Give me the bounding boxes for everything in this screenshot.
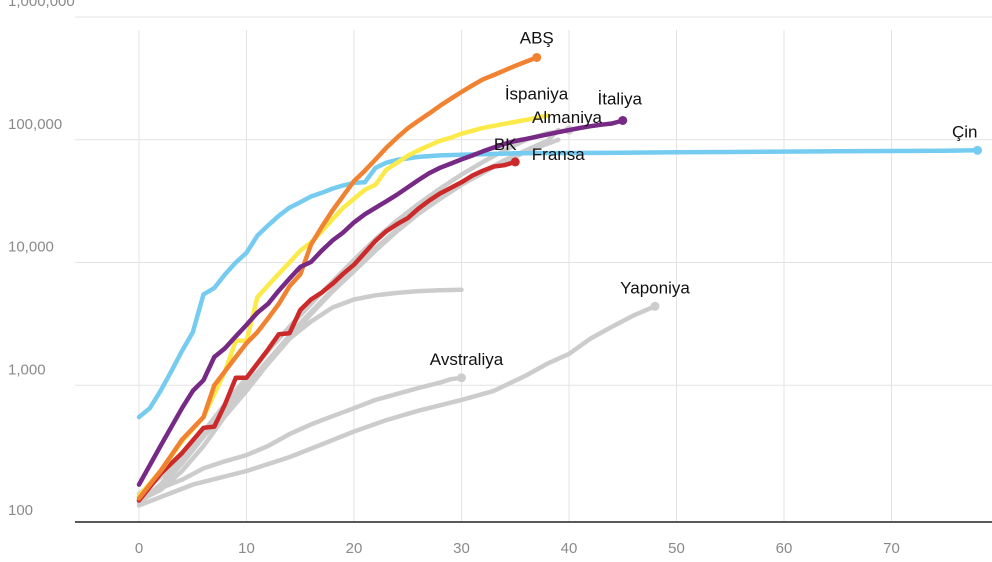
series-end-point-avstraliya [457,373,466,383]
series-line-bk [136,159,518,503]
series-label-abs: ABŞ [520,28,554,47]
x-tick-label: 50 [668,540,685,557]
series-label-avstraliya: Avstraliya [430,350,504,369]
x-tick-label: 20 [346,540,363,557]
series-line-cin [136,148,980,420]
x-tick-label: 30 [453,540,470,557]
series-line-unlabeled-1 [136,287,464,503]
x-tick-label: 70 [883,540,900,557]
x-tick-label: 40 [561,540,578,557]
x-tick-label: 10 [238,540,255,557]
series-line-avstraliya [136,375,464,501]
series-label-cin: Çin [952,122,978,141]
series-label-yaponiya: Yaponiya [620,278,690,297]
ticks-layer: 0 10 20 30 40 50 60 70 100 1,000 10,000 100,000 1,00… [8,0,900,557]
y-tick-label: 1,000,000 [8,0,75,10]
series-end-point-yaponiya [650,301,660,311]
series-label-almaniya: Almaniya [532,108,602,127]
series-end-point-cin [973,145,982,155]
series-label-bk: BK [494,135,517,154]
series-end-point-bk [510,157,520,167]
series-label-ispaniya: İspaniya [505,84,569,103]
y-tick-label: 100 [8,502,33,519]
x-tick-label: 0 [135,540,143,557]
series-end-point-italiya [618,115,628,125]
series-line-yaponiya [136,304,658,508]
x-tick-label: 60 [776,540,793,557]
series-line-abs [136,55,540,501]
y-tick-label: 100,000 [8,116,62,133]
series-label-fransa: Fransa [532,145,585,164]
series-line-italiya [136,118,626,487]
series-end-point-abs [532,52,542,62]
series-line-ispaniya [136,113,550,499]
y-tick-label: 1,000 [8,361,46,378]
grid-layer [75,16,992,522]
series-layer [136,52,982,508]
y-tick-label: 10,000 [8,239,54,256]
series-label-italiya: İtaliya [598,89,643,108]
